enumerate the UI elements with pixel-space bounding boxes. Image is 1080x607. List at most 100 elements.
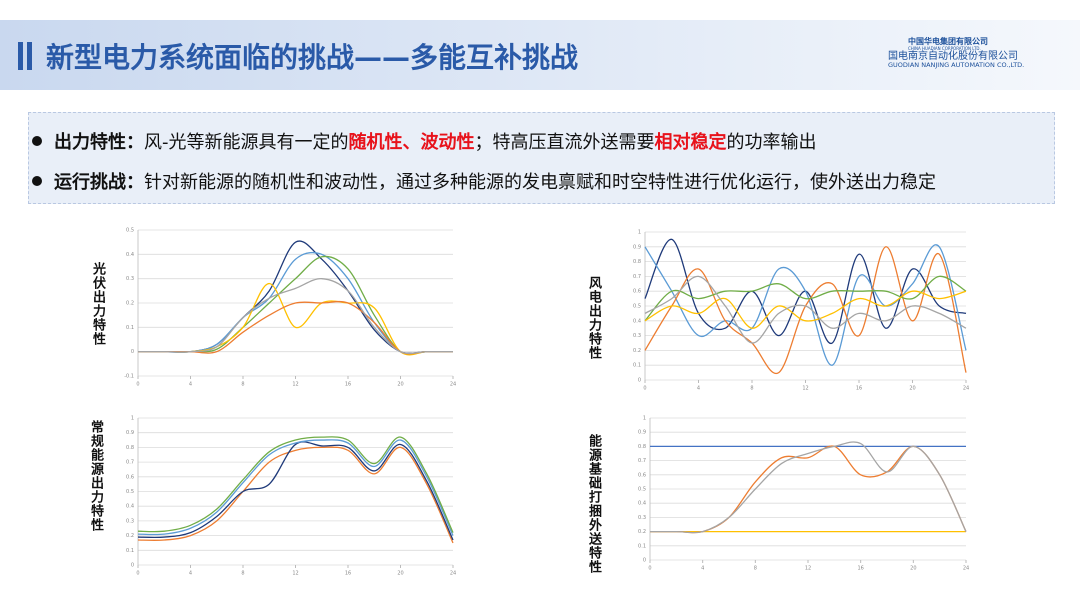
y-tick-label: 0.6 [633, 289, 641, 295]
bullet-box [28, 112, 1055, 204]
header-band [0, 20, 1080, 90]
y-tick-label: 0.1 [633, 363, 641, 369]
y-tick-label: 0.8 [638, 444, 646, 450]
text: 针对新能源的随机性和波动性，通过多种能源的发电禀赋和时空特性进行优化运行，使外送… [144, 172, 936, 193]
y-tick-label: 0.7 [126, 460, 134, 466]
y-tick-label: 0.1 [126, 548, 134, 554]
x-tick-label: 12 [292, 382, 298, 388]
title-icon [18, 42, 32, 70]
bullet-text: 出力特性：风-光等新能源具有一定的随机性、波动性；特高压直流外送需要相对稳定的功… [32, 132, 817, 153]
bullet: 出力特性：风-光等新能源具有一定的随机性、波动性；特高压直流外送需要相对稳定的功… [32, 128, 817, 154]
series-line [138, 278, 453, 355]
y-tick-label: 0.3 [633, 333, 641, 339]
x-tick-label: 8 [241, 382, 244, 388]
x-tick-label: 0 [136, 382, 139, 388]
x-tick-label: 0 [648, 566, 651, 572]
series-line [137, 441, 454, 541]
logo: 中国华电集团有限公司 CHINA HUADIAN CORPORATION LTD… [888, 37, 1025, 70]
x-tick-label: 20 [909, 386, 915, 392]
series-line [138, 240, 453, 354]
y-tick-label: 0.9 [638, 430, 646, 436]
x-tick-label: 24 [450, 382, 456, 388]
x-tick-label: 8 [754, 566, 757, 572]
y-tick-label: 0.9 [126, 430, 134, 436]
y-tick-label: 0.4 [638, 501, 646, 507]
series-line [644, 275, 967, 344]
x-tick-label: 4 [189, 382, 192, 388]
y-tick-label: 0.3 [126, 276, 134, 282]
y-tick-label: 0.5 [633, 304, 641, 310]
title: 新型电力系统面临的挑战——多能互补挑战 [46, 41, 579, 74]
y-tick-label: 1 [131, 416, 134, 422]
bullet-label: 出力特性： [54, 132, 144, 153]
x-tick-label: 16 [856, 386, 862, 392]
y-tick-label: 0.5 [126, 228, 134, 234]
logo-text: CHINA HUADIAN CORPORATION LTD. [908, 45, 981, 51]
series-line [644, 275, 967, 322]
y-tick-label: 0.4 [633, 318, 641, 324]
x-tick-label: 4 [701, 566, 704, 572]
series-line [138, 282, 453, 356]
x-tick-label: 12 [802, 386, 808, 392]
x-tick-label: 24 [963, 386, 969, 392]
y-tick-label: 0.7 [633, 274, 641, 280]
y-tick-label: 1 [643, 416, 646, 422]
series-line [650, 441, 967, 534]
x-tick-label: 24 [963, 566, 969, 572]
chart-label: 常规能源出力特性 [88, 420, 103, 532]
series-line [644, 238, 967, 344]
x-tick-label: 20 [910, 566, 916, 572]
y-tick-label: 0 [643, 558, 646, 564]
text: ；特高压直流外送需要 [474, 132, 655, 153]
highlight: 相对稳定 [654, 132, 727, 153]
y-tick-label: 0.2 [633, 348, 641, 354]
x-tick-label: 16 [345, 382, 351, 388]
y-tick-label: -0.1 [124, 374, 134, 380]
y-tick-label: 0.5 [126, 489, 134, 495]
x-tick-label: 12 [805, 566, 811, 572]
y-tick-label: 0.9 [633, 244, 641, 250]
y-tick-label: 0.1 [638, 543, 646, 549]
text: 的功率输出 [726, 132, 817, 153]
x-tick-label: 20 [397, 571, 403, 577]
y-tick-label: 0.2 [126, 533, 134, 539]
y-tick-label: 0.4 [126, 504, 134, 510]
y-tick-label: 0.4 [126, 252, 134, 258]
y-tick-label: 0 [131, 563, 134, 569]
logo-text: 中国华电集团有限公司 [908, 37, 988, 46]
y-tick-label: 0 [131, 349, 134, 355]
chart-label: 能源基础打捆外送特性 [586, 434, 601, 574]
y-tick-label: 0.3 [638, 515, 646, 521]
y-tick-label: 0.5 [638, 487, 646, 493]
series-line [138, 255, 453, 355]
y-tick-label: 0.3 [126, 518, 134, 524]
x-tick-label: 16 [857, 566, 863, 572]
y-tick-label: 0.6 [126, 474, 134, 480]
y-tick-label: 0.2 [126, 301, 134, 307]
x-tick-label: 4 [189, 571, 192, 577]
y-tick-label: 1 [638, 230, 641, 236]
y-tick-label: 0.1 [126, 325, 134, 331]
series-line [137, 436, 454, 533]
chart-label: 风电出力特性 [586, 276, 601, 360]
x-tick-label: 24 [450, 571, 456, 577]
series-line [644, 290, 967, 329]
y-tick-label: 0.8 [633, 259, 641, 265]
logo-text: GUODIAN NANJING AUTOMATION CO.,LTD. [888, 61, 1025, 70]
y-tick-label: 0.8 [126, 445, 134, 451]
x-tick-label: 12 [292, 571, 298, 577]
text: 风-光等新能源具有一定的 [144, 132, 349, 153]
x-tick-label: 20 [397, 382, 403, 388]
x-tick-label: 16 [345, 571, 351, 577]
series-line [137, 439, 454, 536]
y-tick-label: 0.2 [638, 529, 646, 535]
highlight: 随机性、波动性 [348, 132, 475, 153]
bullet: 运行挑战：针对新能源的随机性和波动性，通过多种能源的发电禀赋和时空特性进行优化运… [32, 168, 936, 194]
series-line [644, 246, 967, 375]
bullet-label: 运行挑战： [54, 172, 144, 193]
chart-label: 光伏出力特性 [90, 262, 105, 346]
x-tick-label: 8 [241, 571, 244, 577]
bullet-text: 运行挑战：针对新能源的随机性和波动性，通过多种能源的发电禀赋和时空特性进行优化运… [32, 172, 936, 193]
